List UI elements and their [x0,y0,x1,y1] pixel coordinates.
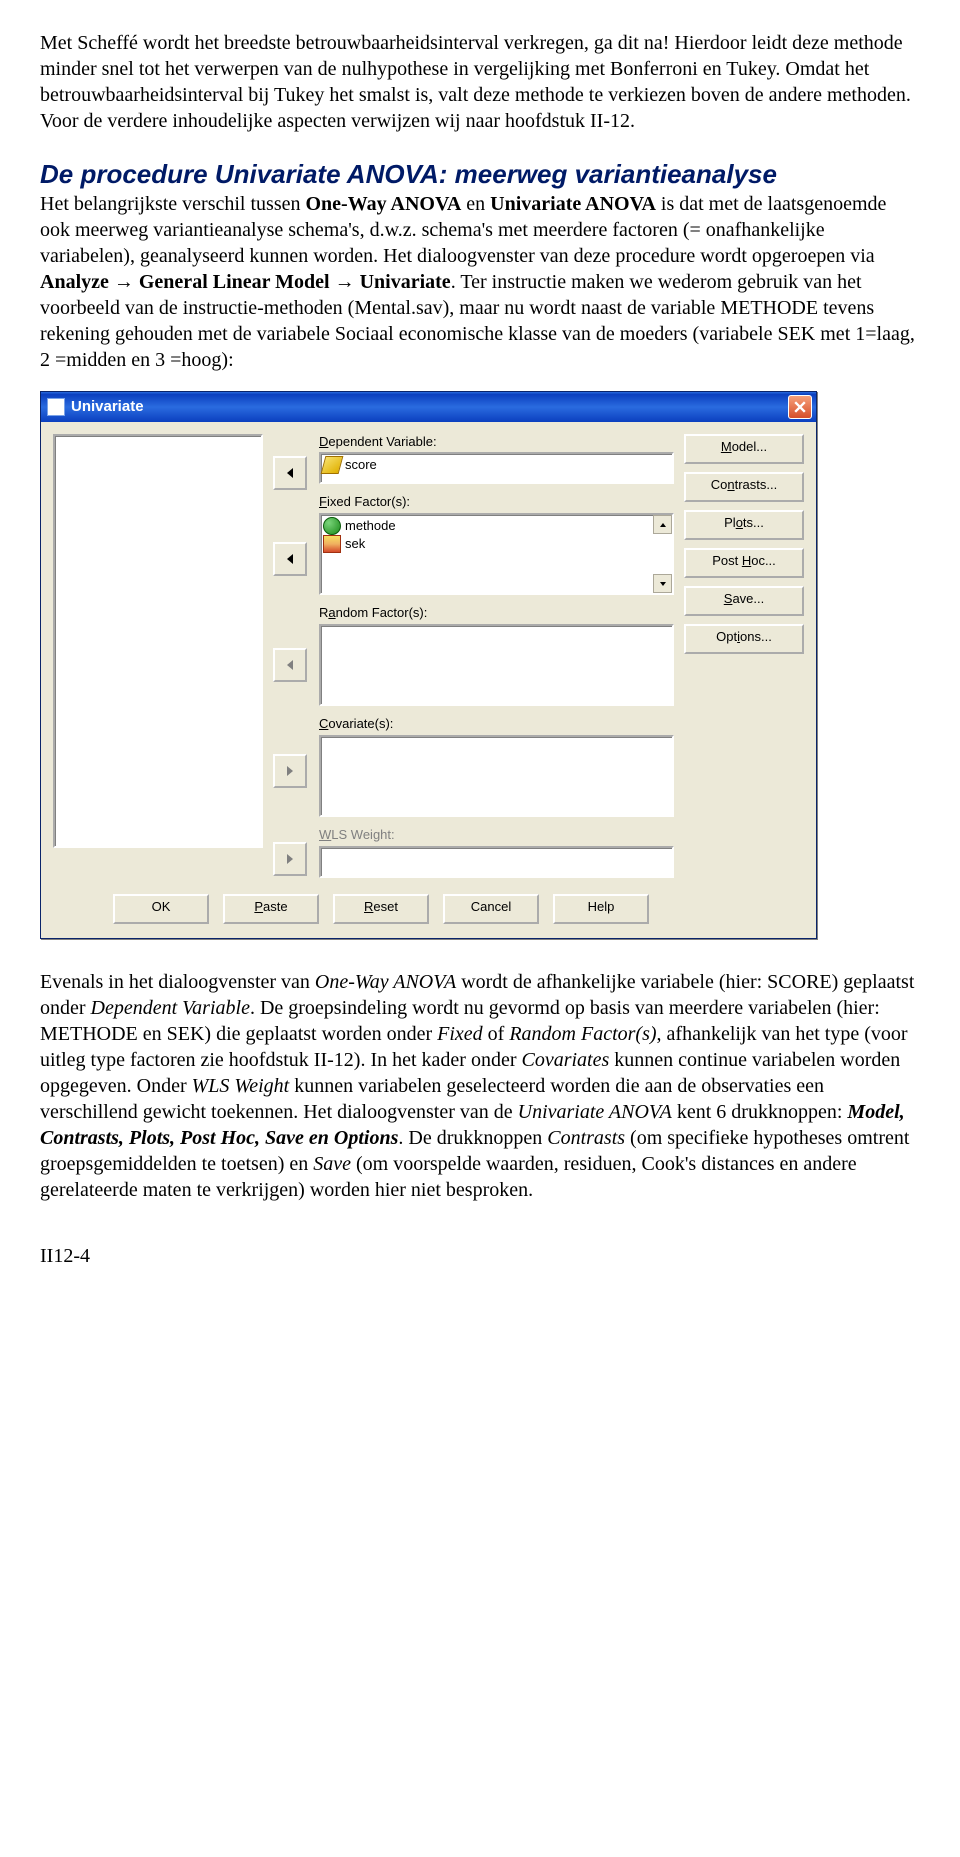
paragraph-2: Het belangrijkste verschil tussen One-Wa… [40,191,920,373]
plots-button[interactable]: Plots... [684,510,804,540]
text-run: en [461,193,490,215]
arrow-fixed-button[interactable] [273,542,307,576]
close-icon [794,401,806,413]
univariate-dialog: Univariate [40,391,817,939]
text-italic: Univariate ANOVA [518,1101,672,1123]
text-run: kent 6 drukknoppen: [672,1101,848,1123]
label-covariates: Covariate(s): [319,716,674,733]
dialog-bottom-buttons: OK Paste Reset Cancel Help [53,894,804,924]
paste-button[interactable]: Paste [223,894,319,924]
text-italic: One-Way ANOVA [315,971,456,993]
text-run: . De drukknoppen [398,1127,547,1149]
fixed-var-0: methode [345,518,396,535]
label-random: Random Factor(s): [319,605,674,622]
posthoc-button[interactable]: Post Hoc... [684,548,804,578]
chevron-left-icon [285,659,295,671]
paragraph-1: Met Scheffé wordt het breedste betrouwba… [40,30,920,134]
covariates-box[interactable] [319,735,674,817]
text-run: Het belangrijkste verschil tussen [40,193,306,215]
chevron-left-icon [285,467,295,479]
text-italic: Contrasts [547,1127,625,1149]
reset-button[interactable]: Reset [333,894,429,924]
label-dependent: Dependent Variable: [319,434,674,451]
random-factors-box[interactable] [319,624,674,706]
ordinal-icon [323,535,341,553]
dependent-variable-box[interactable]: score [319,452,674,484]
text-italic: Covariates [521,1049,609,1071]
chevron-right-icon [285,765,295,777]
chevron-up-icon [659,521,667,529]
paragraph-3: Evenals in het dialoogvenster van One-Wa… [40,969,920,1203]
text-italic: Dependent Variable [91,997,250,1019]
fixed-var-1: sek [345,536,365,553]
transfer-arrow-column [273,434,309,878]
text-bold: One-Way ANOVA [306,193,462,215]
text-bold: Univariate ANOVA [490,193,656,215]
arrow-dependent-button[interactable] [273,456,307,490]
options-button[interactable]: Options... [684,624,804,654]
label-fixed: Fixed Factor(s): [319,494,674,511]
dependent-var-name: score [345,457,377,474]
app-icon [47,398,65,416]
ok-button[interactable]: OK [113,894,209,924]
text-italic: Save [313,1153,351,1175]
text-run: Evenals in het dialoogvenster van [40,971,315,993]
model-button[interactable]: Model... [684,434,804,464]
fixed-factors-box[interactable]: methode sek [319,513,674,595]
save-button[interactable]: Save... [684,586,804,616]
dialog-titlebar[interactable]: Univariate [41,392,816,422]
scale-icon [321,456,344,474]
chevron-right-icon [285,853,295,865]
text-run: of [483,1023,510,1045]
help-button[interactable]: Help [553,894,649,924]
text-italic: Fixed [437,1023,483,1045]
arrow-covariate-button[interactable] [273,754,307,788]
text-bold: Analyze → General Linear Model → Univari… [40,271,451,293]
dialog-title: Univariate [71,397,144,417]
close-button[interactable] [788,395,812,419]
arrow-random-button[interactable] [273,648,307,682]
section-heading: De procedure Univariate ANOVA: meerweg v… [40,158,920,191]
text-italic: WLS Weight [192,1075,290,1097]
wls-weight-box[interactable] [319,846,674,878]
nominal-icon [323,517,341,535]
label-wls: WLS Weight: [319,827,674,844]
cancel-button[interactable]: Cancel [443,894,539,924]
scroll-up-button[interactable] [653,515,672,534]
arrow-wls-button[interactable] [273,842,307,876]
source-variable-list[interactable] [53,434,263,848]
text-italic: Random Factor(s) [509,1023,656,1045]
chevron-down-icon [659,580,667,588]
chevron-left-icon [285,553,295,565]
contrasts-button[interactable]: Contrasts... [684,472,804,502]
scroll-down-button[interactable] [653,574,672,593]
page-number: II12-4 [40,1243,920,1269]
